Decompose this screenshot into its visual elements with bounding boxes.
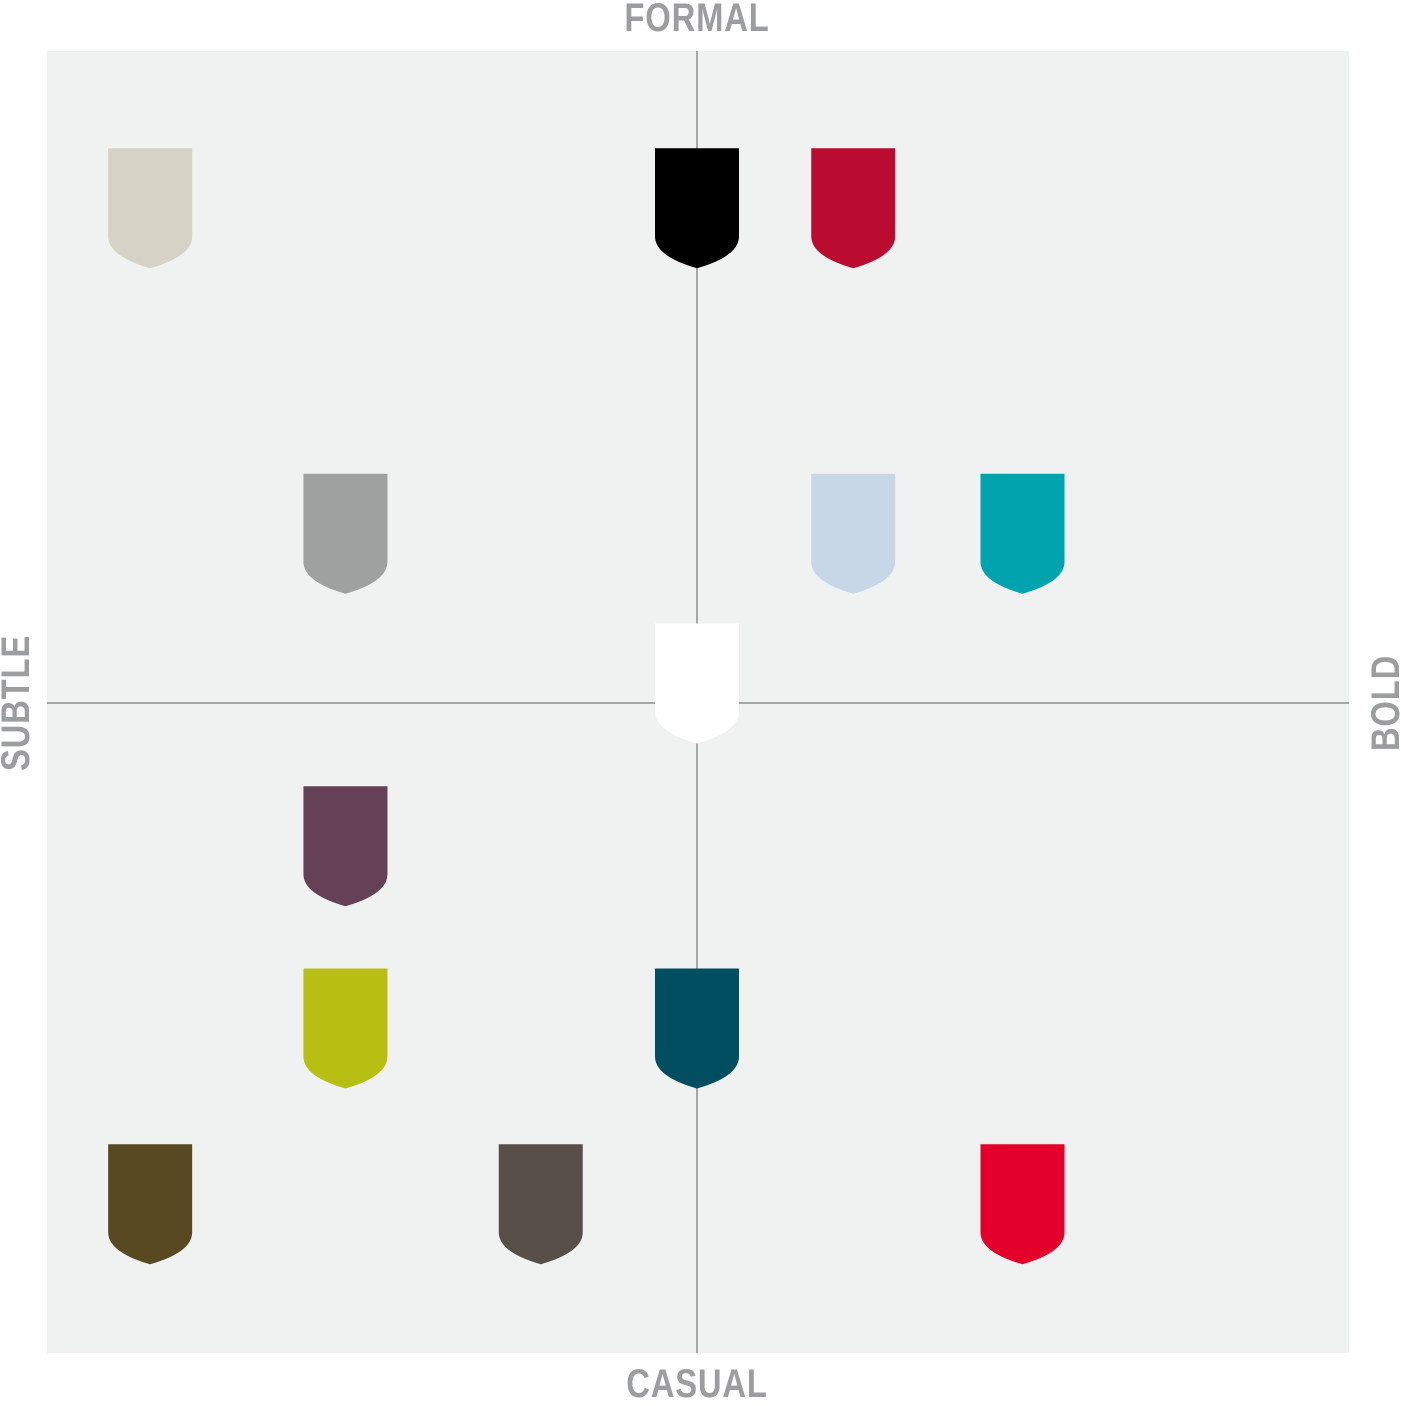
swatch-crimson — [811, 148, 896, 269]
swatch-plum — [303, 786, 388, 907]
swatch-gray — [303, 473, 388, 594]
swatch-light-blue — [811, 473, 896, 594]
swatch-olive-brown — [108, 1144, 193, 1265]
swatch-taupe — [498, 1144, 583, 1265]
swatch-group — [108, 148, 1065, 1265]
swatch-beige — [108, 148, 193, 269]
swatch-petrol — [655, 968, 739, 1089]
axis-label-subtle: SUBTLE — [0, 634, 38, 772]
swatch-red — [980, 1144, 1065, 1265]
axis-label-bold: BOLD — [1364, 654, 1401, 752]
axis-label-casual: CASUAL — [626, 1362, 768, 1406]
swatch-lime — [303, 968, 388, 1089]
axis-label-formal: FORMAL — [624, 0, 770, 40]
swatch-black — [655, 148, 739, 269]
swatch-white — [655, 623, 739, 744]
swatch-teal — [980, 473, 1065, 594]
